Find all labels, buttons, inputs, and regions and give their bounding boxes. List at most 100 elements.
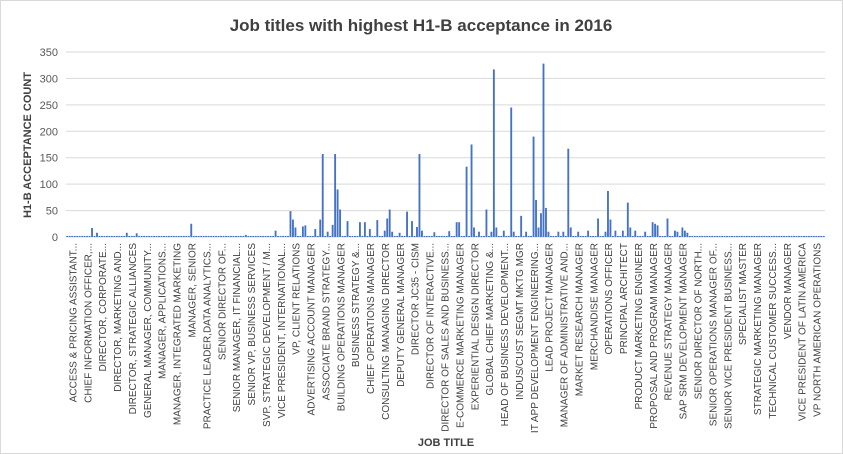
bar [411, 221, 413, 237]
bar [163, 235, 165, 237]
bar [778, 235, 781, 237]
bar [93, 235, 96, 237]
bar [438, 235, 441, 237]
bar [661, 235, 664, 237]
bar [289, 211, 292, 237]
bar [393, 235, 396, 237]
bar [368, 229, 371, 237]
bar [363, 222, 366, 237]
x-tick-label: MANAGER OF ADMINISTRATIVE AND... [560, 243, 571, 427]
bar [666, 218, 669, 237]
bar [334, 154, 337, 237]
bar [254, 235, 257, 237]
x-tick-label: INDUS/CUST SEGMT MKTG MGR [515, 243, 526, 400]
x-tick-label: MARKET RESEARCH MANAGER [574, 243, 585, 396]
x-tick-label: PRACTICE LEADER,DATA ANALYTICS... [202, 243, 213, 429]
bar [802, 235, 805, 237]
bar [726, 235, 728, 237]
bar [401, 235, 404, 237]
bar [768, 235, 771, 237]
bar [785, 235, 788, 237]
bar [609, 219, 612, 237]
bar [244, 234, 247, 237]
x-tick-label: SENIOR DIRECTOR OF... [217, 243, 228, 360]
bar [168, 235, 170, 237]
bar [421, 230, 423, 237]
x-tick-label: SENIOR DIRECTOR OF NORTH... [694, 243, 705, 399]
bar [234, 235, 237, 237]
bar [299, 235, 302, 237]
bar [344, 235, 346, 237]
bar [483, 235, 485, 237]
bar [264, 235, 267, 237]
bar [743, 235, 746, 237]
bar [537, 227, 540, 237]
bar [269, 235, 272, 237]
bar [525, 231, 528, 237]
bar [433, 232, 436, 237]
bar [520, 215, 523, 237]
bar [450, 235, 453, 237]
bar [703, 235, 706, 237]
bar [101, 235, 103, 237]
x-tick-label: EXPERIENTIAL DESIGN DIRECTOR [470, 243, 481, 410]
bar [388, 209, 391, 237]
bar [592, 235, 595, 237]
bar [480, 235, 483, 237]
bar [237, 235, 240, 237]
bar [773, 235, 776, 237]
x-tick-label: GENERAL MANAGER, COMMUNITY... [143, 243, 154, 418]
bar [130, 235, 133, 237]
bar [470, 144, 473, 237]
bar [220, 235, 222, 237]
bar [780, 235, 783, 237]
bar [309, 235, 312, 237]
bar [445, 235, 448, 237]
bar [239, 235, 242, 237]
y-tick-label: 300 [40, 73, 58, 85]
bar [113, 235, 116, 237]
bar [788, 235, 790, 237]
bar [155, 235, 158, 237]
bar [512, 231, 515, 237]
bar [507, 235, 510, 237]
bar [143, 235, 146, 237]
y-tick-label: 100 [40, 179, 58, 191]
x-tick-label: CHIEF INFORMATION OFFICER,... [83, 243, 94, 403]
bar [721, 235, 723, 237]
bar [659, 235, 661, 237]
bar [530, 235, 532, 237]
x-tick-label: DIRECTOR OF SALES AND BUSINESS... [441, 243, 452, 432]
x-tick-label: ASSOCIATE BRAND STRATEGY... [321, 243, 332, 400]
x-tick-label: BUILDING OPERATIONS MANAGER [336, 243, 347, 411]
bar [408, 235, 411, 237]
bar [247, 235, 250, 237]
bar [532, 136, 535, 237]
bar [153, 235, 155, 237]
bar [547, 231, 550, 237]
bar [750, 235, 753, 237]
x-tick-label: VP NORTH AMERICAN OPERATIONS [813, 243, 824, 417]
bar [783, 235, 785, 237]
bar [822, 235, 825, 237]
bar [435, 235, 438, 237]
bar [626, 202, 629, 237]
bar [177, 235, 180, 237]
bar [282, 235, 284, 237]
bar [681, 227, 684, 237]
bar [669, 235, 671, 237]
y-tick-label: 150 [40, 153, 58, 165]
bar [549, 235, 552, 237]
bar [160, 235, 163, 237]
bar [612, 235, 614, 237]
bar [249, 235, 252, 237]
x-tick-label: LEAD PROJECT MANAGER [545, 243, 556, 372]
bar [458, 222, 461, 237]
bar [753, 235, 756, 237]
x-tick-label: TECHNICAL CUSTOMER SUCCESS... [768, 243, 779, 419]
bar [763, 235, 766, 237]
bar [207, 235, 210, 237]
bar [88, 235, 91, 237]
bar [205, 235, 208, 237]
